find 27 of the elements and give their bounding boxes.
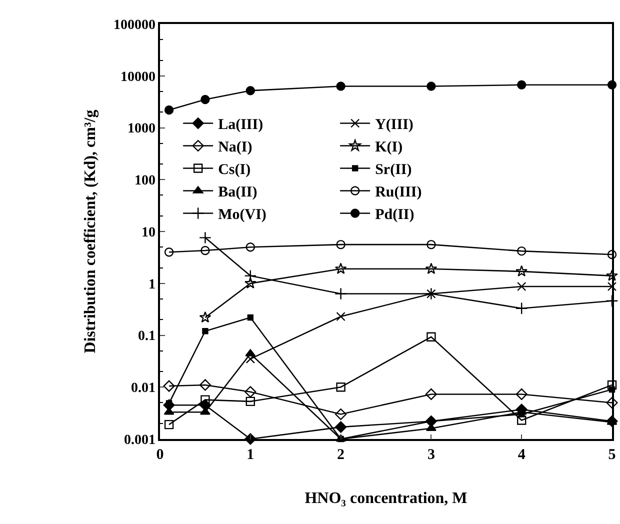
legend-label: Ru(III)	[375, 184, 422, 201]
y-tick-label: 0.001	[124, 432, 156, 448]
x-tick-label: 5	[608, 446, 616, 463]
x-tick-label: 3	[427, 446, 435, 463]
legend-label: Cs(I)	[218, 162, 251, 178]
y-tick-label: 1	[148, 277, 156, 292]
y-tick-label: 0.1	[138, 329, 156, 344]
legend-label: Pd(II)	[375, 207, 414, 224]
legend-label: Y(III)	[375, 117, 414, 134]
legend-label: La(III)	[218, 117, 264, 134]
y-tick-label: 1000	[127, 122, 156, 137]
y-tick-label: 10	[141, 225, 156, 240]
x-tick-label: 1	[246, 446, 254, 463]
x-axis-title: HNO₃ concentration, M	[304, 490, 468, 507]
legend-label: Na(I)	[218, 140, 252, 156]
legend-label: Sr(II)	[375, 162, 412, 178]
y-tick-label: 0.01	[130, 381, 156, 396]
legend-label: Mo(VI)	[218, 207, 266, 224]
y-tick-label: 100	[134, 174, 156, 189]
x-tick-label: 2	[337, 446, 345, 463]
y-axis-title: Distribution coefficient, (Kd), cm³/g	[82, 110, 99, 354]
y-tick-label: 10000	[120, 70, 156, 85]
x-tick-label: 0	[156, 446, 164, 463]
legend-label: K(I)	[375, 140, 403, 156]
y-tick-label: 100000	[113, 18, 156, 33]
x-tick-label: 4	[518, 446, 526, 463]
legend-label: Ba(II)	[218, 184, 258, 201]
